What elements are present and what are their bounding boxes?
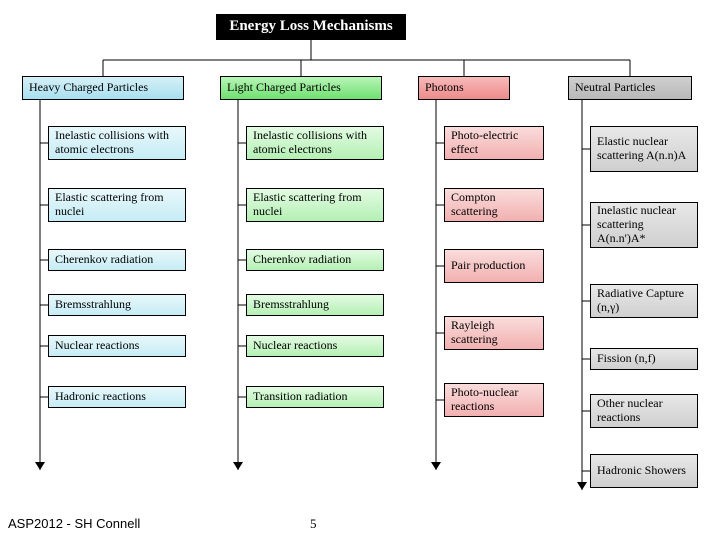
item-light-1-label: Elastic scattering from nuclei bbox=[253, 191, 377, 219]
item-light-5: Transition radiation bbox=[246, 386, 384, 408]
item-neutral-1: Inelastic nuclear scattering A(n.n')A* bbox=[590, 202, 698, 248]
header-heavy: Heavy Charged Particles bbox=[22, 76, 184, 100]
item-neutral-4-label: Other nuclear reactions bbox=[597, 397, 691, 425]
header-neutral: Neutral Particles bbox=[568, 76, 692, 100]
item-neutral-0-label: Elastic nuclear scattering A(n.n)A bbox=[597, 135, 691, 163]
header-light-label: Light Charged Particles bbox=[227, 81, 341, 95]
item-light-2: Cherenkov radiation bbox=[246, 249, 384, 271]
item-light-3: Bremsstrahlung bbox=[246, 294, 384, 316]
item-photons-3-label: Rayleigh scattering bbox=[451, 319, 537, 347]
item-photons-2: Pair production bbox=[444, 249, 544, 283]
item-photons-4-label: Photo-nuclear reactions bbox=[451, 386, 537, 414]
item-heavy-2-label: Cherenkov radiation bbox=[55, 253, 153, 267]
item-neutral-4: Other nuclear reactions bbox=[590, 394, 698, 428]
diagram-canvas: Energy Loss Mechanisms Heavy Charged Part… bbox=[0, 0, 720, 540]
item-photons-1-label: Compton scattering bbox=[451, 191, 537, 219]
header-photons-label: Photons bbox=[425, 81, 464, 95]
header-neutral-label: Neutral Particles bbox=[575, 81, 655, 95]
item-heavy-4-label: Nuclear reactions bbox=[55, 339, 139, 353]
item-heavy-2: Cherenkov radiation bbox=[48, 249, 186, 271]
item-heavy-1: Elastic scattering from nuclei bbox=[48, 188, 186, 222]
item-light-1: Elastic scattering from nuclei bbox=[246, 188, 384, 222]
item-neutral-1-label: Inelastic nuclear scattering A(n.n')A* bbox=[597, 204, 691, 245]
item-light-4: Nuclear reactions bbox=[246, 335, 384, 357]
item-heavy-3: Bremsstrahlung bbox=[48, 294, 186, 316]
footer-page-number: 5 bbox=[310, 516, 317, 532]
item-photons-1: Compton scattering bbox=[444, 188, 544, 222]
item-light-0-label: Inelastic collisions with atomic electro… bbox=[253, 129, 377, 157]
header-photons: Photons bbox=[418, 76, 510, 100]
item-light-3-label: Bremsstrahlung bbox=[253, 298, 329, 312]
item-neutral-2: Radiative Capture (n,γ) bbox=[590, 284, 698, 318]
item-photons-0-label: Photo-electric effect bbox=[451, 129, 537, 157]
item-neutral-2-label: Radiative Capture (n,γ) bbox=[597, 287, 691, 315]
item-heavy-0-label: Inelastic collisions with atomic electro… bbox=[55, 129, 179, 157]
item-light-2-label: Cherenkov radiation bbox=[253, 253, 351, 267]
item-photons-0: Photo-electric effect bbox=[444, 126, 544, 160]
item-photons-4: Photo-nuclear reactions bbox=[444, 383, 544, 417]
item-light-4-label: Nuclear reactions bbox=[253, 339, 337, 353]
title-box: Energy Loss Mechanisms bbox=[216, 14, 406, 40]
item-heavy-5-label: Hadronic reactions bbox=[55, 390, 146, 404]
item-neutral-0: Elastic nuclear scattering A(n.n)A bbox=[590, 126, 698, 172]
item-heavy-4: Nuclear reactions bbox=[48, 335, 186, 357]
item-photons-3: Rayleigh scattering bbox=[444, 316, 544, 350]
header-light: Light Charged Particles bbox=[220, 76, 382, 100]
item-light-0: Inelastic collisions with atomic electro… bbox=[246, 126, 384, 160]
item-heavy-1-label: Elastic scattering from nuclei bbox=[55, 191, 179, 219]
item-photons-2-label: Pair production bbox=[451, 259, 525, 273]
item-heavy-5: Hadronic reactions bbox=[48, 386, 186, 408]
item-neutral-5-label: Hadronic Showers bbox=[597, 464, 686, 478]
footer-author: ASP2012 - SH Connell bbox=[8, 516, 140, 531]
header-heavy-label: Heavy Charged Particles bbox=[29, 81, 148, 95]
item-light-5-label: Transition radiation bbox=[253, 390, 348, 404]
item-neutral-3-label: Fission (n,f) bbox=[597, 352, 656, 366]
title-box-label: Energy Loss Mechanisms bbox=[229, 18, 392, 35]
item-neutral-3: Fission (n,f) bbox=[590, 348, 698, 370]
item-neutral-5: Hadronic Showers bbox=[590, 454, 698, 488]
item-heavy-3-label: Bremsstrahlung bbox=[55, 298, 131, 312]
item-heavy-0: Inelastic collisions with atomic electro… bbox=[48, 126, 186, 160]
